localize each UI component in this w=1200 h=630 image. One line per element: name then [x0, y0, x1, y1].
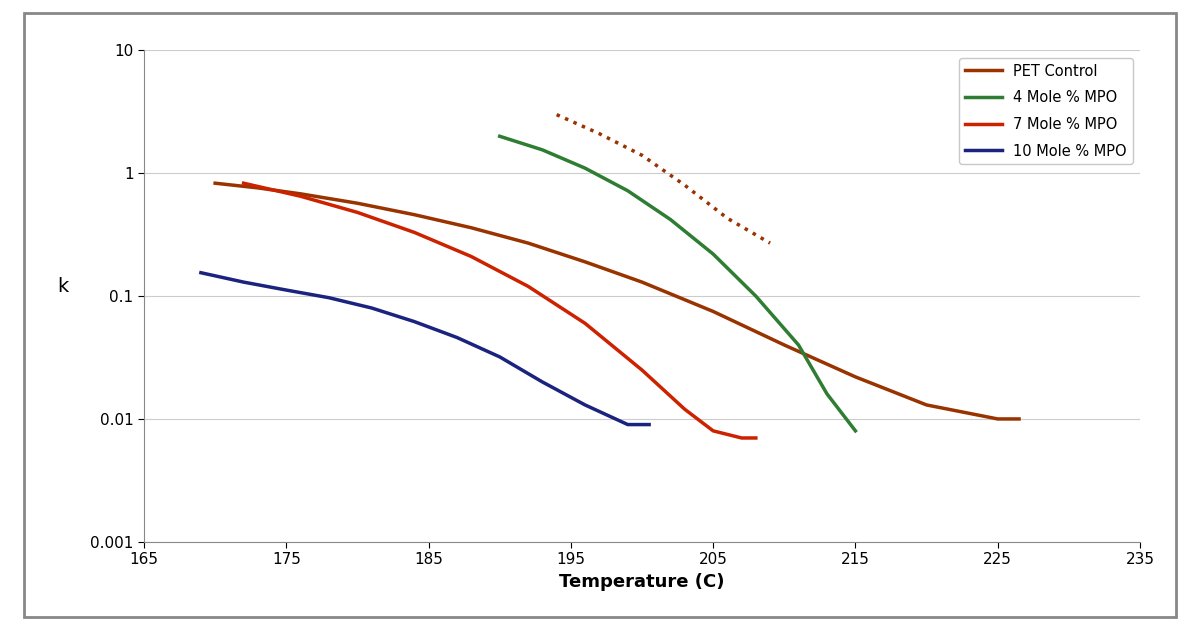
10 Mole % MPO — [407, 318, 421, 325]
10 Mole % MPO — [365, 304, 379, 312]
4 Mole % MPO — [820, 390, 834, 398]
PET Control — [208, 180, 222, 187]
7 Mole % MPO — [578, 319, 593, 327]
Line: 10 Mole % MPO: 10 Mole % MPO — [200, 273, 649, 425]
4 Mole % MPO — [620, 187, 635, 195]
7 Mole % MPO — [293, 192, 307, 200]
10 Mole % MPO — [535, 378, 550, 386]
7 Mole % MPO — [734, 434, 749, 442]
PET Control — [464, 224, 479, 232]
10 Mole % MPO — [492, 353, 506, 360]
PET Control — [778, 341, 792, 349]
7 Mole % MPO — [521, 283, 535, 290]
10 Mole % MPO — [236, 278, 251, 286]
7 Mole % MPO — [407, 229, 421, 236]
PET Control — [919, 401, 934, 409]
Line: 7 Mole % MPO: 7 Mole % MPO — [244, 183, 756, 438]
10 Mole % MPO — [642, 421, 656, 428]
10 Mole % MPO — [578, 401, 593, 409]
PET Control — [990, 415, 1004, 423]
7 Mole % MPO — [706, 427, 720, 435]
Y-axis label: k: k — [56, 277, 68, 296]
PET Control — [848, 373, 863, 381]
10 Mole % MPO — [450, 334, 464, 341]
7 Mole % MPO — [678, 406, 692, 413]
10 Mole % MPO — [322, 294, 336, 302]
PET Control — [251, 184, 265, 192]
PET Control — [578, 258, 593, 266]
PET Control — [521, 239, 535, 247]
7 Mole % MPO — [350, 209, 365, 216]
PET Control — [407, 211, 421, 219]
Line: 4 Mole % MPO: 4 Mole % MPO — [499, 136, 856, 431]
PET Control — [706, 307, 720, 315]
4 Mole % MPO — [791, 341, 805, 349]
4 Mole % MPO — [848, 427, 863, 435]
10 Mole % MPO — [620, 421, 635, 428]
PET Control — [350, 200, 365, 207]
7 Mole % MPO — [635, 366, 649, 374]
4 Mole % MPO — [535, 146, 550, 154]
4 Mole % MPO — [749, 292, 763, 300]
4 Mole % MPO — [706, 250, 720, 258]
4 Mole % MPO — [492, 132, 506, 140]
10 Mole % MPO — [280, 286, 294, 294]
7 Mole % MPO — [464, 253, 479, 260]
7 Mole % MPO — [749, 434, 763, 442]
10 Mole % MPO — [193, 269, 208, 277]
PET Control — [635, 278, 649, 286]
Legend: PET Control, 4 Mole % MPO, 7 Mole % MPO, 10 Mole % MPO: PET Control, 4 Mole % MPO, 7 Mole % MPO,… — [959, 58, 1133, 164]
7 Mole % MPO — [236, 180, 251, 187]
PET Control — [1012, 415, 1026, 423]
4 Mole % MPO — [578, 164, 593, 172]
4 Mole % MPO — [664, 215, 678, 223]
X-axis label: Temperature (C): Temperature (C) — [559, 573, 725, 591]
Line: PET Control: PET Control — [215, 183, 1019, 419]
PET Control — [293, 190, 307, 198]
